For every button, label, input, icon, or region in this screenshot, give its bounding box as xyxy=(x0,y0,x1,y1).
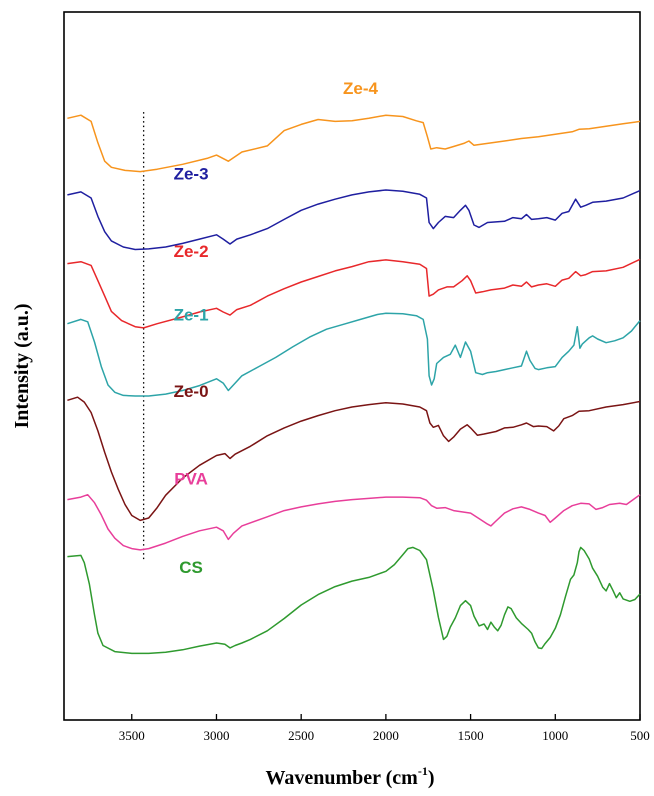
x-tick-label: 2000 xyxy=(373,728,399,743)
x-tick-label: 3500 xyxy=(119,728,145,743)
x-tick-label: 1500 xyxy=(458,728,484,743)
series-layer xyxy=(67,114,641,655)
series-label-ze-3: Ze-3 xyxy=(174,165,209,184)
x-axis-label-main: Wavenumber (cm xyxy=(265,767,418,789)
series-line-cs xyxy=(67,546,641,655)
plot-frame xyxy=(63,11,641,721)
series-label-ze-4: Ze-4 xyxy=(343,79,379,98)
x-axis-label: Wavenumber (cm-1) xyxy=(265,764,434,789)
x-tick-label: 3000 xyxy=(203,728,229,743)
series-line-pva xyxy=(67,493,641,551)
series-line-ze-0 xyxy=(67,396,641,522)
series-line-ze-3 xyxy=(67,189,641,251)
series-label-pva: PVA xyxy=(174,469,208,488)
series-line-ze-4 xyxy=(67,114,641,173)
x-axis-label-superscript: -1 xyxy=(418,764,428,778)
x-tick-label: 1000 xyxy=(542,728,568,743)
series-label-ze-0: Ze-0 xyxy=(174,382,209,401)
series-labels-layer: Ze-4 Ze-3 Ze-2 Ze-1 Ze-0 PVA CS xyxy=(174,79,379,577)
x-tick-label: 2500 xyxy=(288,728,314,743)
x-axis-label-tail: ) xyxy=(428,767,435,789)
series-label-ze-2: Ze-2 xyxy=(174,242,209,261)
y-axis-label: Intensity (a.u.) xyxy=(11,303,33,428)
series-label-cs: CS xyxy=(179,558,203,577)
series-line-ze-1 xyxy=(67,312,641,397)
x-axis-ticks: 3500 3000 2500 2000 1500 1000 500 xyxy=(119,714,650,743)
series-label-ze-1: Ze-1 xyxy=(174,306,209,325)
series-line-ze-2 xyxy=(67,258,641,329)
x-tick-label: 500 xyxy=(630,728,650,743)
